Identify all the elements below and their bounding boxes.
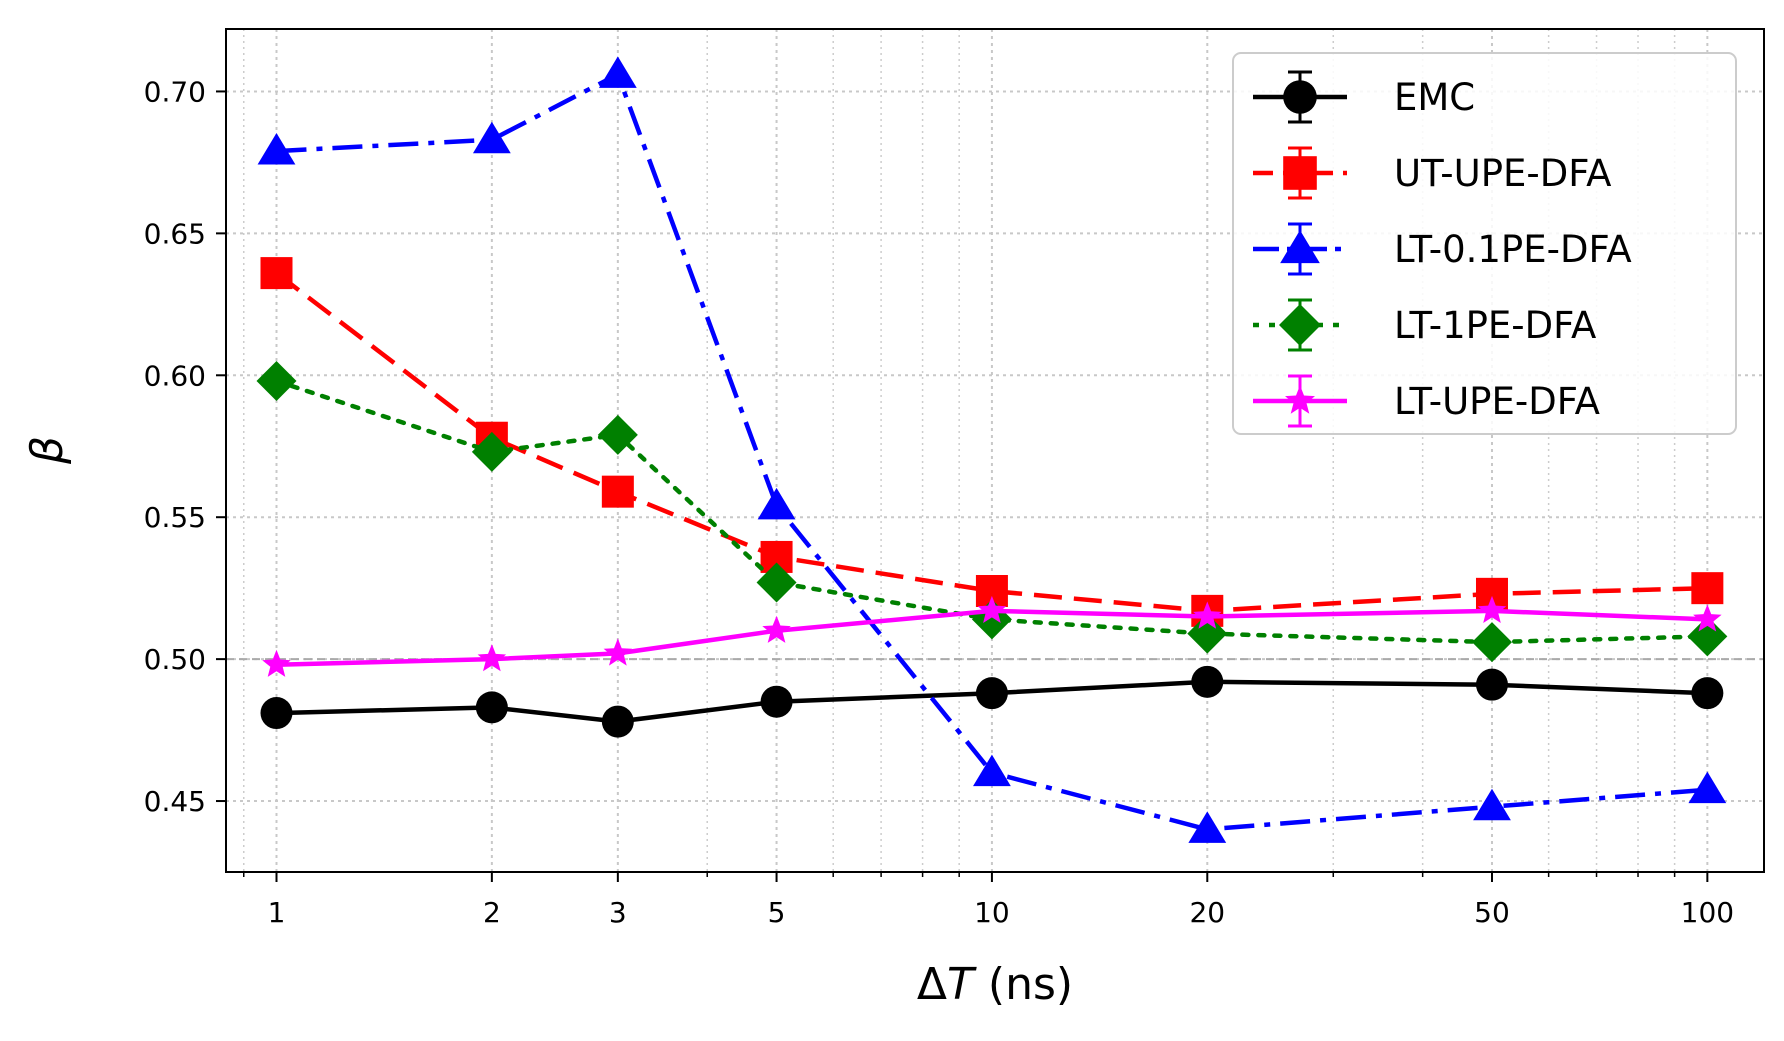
data-point-lt-0-1pe-dfa (1473, 788, 1511, 821)
data-point-lt-1pe-dfa (597, 414, 638, 455)
series-layer (256, 56, 1728, 843)
data-point-emc (975, 677, 1008, 710)
data-point-ut-upe-dfa (260, 257, 293, 290)
data-point-lt-0-1pe-dfa (973, 754, 1011, 787)
data-point-lt-1pe-dfa (756, 562, 797, 603)
y-axis-title: β (22, 436, 73, 465)
data-point-lt-0-1pe-dfa (472, 121, 511, 154)
data-point-lt-0-1pe-dfa (257, 133, 296, 165)
series-lt-1pe-dfa (256, 360, 1728, 663)
series-line-ut-upe-dfa (275, 271, 1708, 614)
legend-box (1232, 52, 1737, 435)
legend-marker-emc (1283, 80, 1317, 114)
x-axis-title-var: T (947, 959, 977, 1010)
data-point-lt-upe-dfa (603, 638, 633, 666)
legend-label-lt-0-1pe-dfa: LT-0.1PE-DFA (1394, 228, 1632, 271)
x-axis-title-suffix: (ns) (974, 959, 1073, 1010)
data-point-lt-upe-dfa (977, 595, 1007, 623)
data-point-lt-0-1pe-dfa (757, 487, 796, 520)
legend-marker-ut-upe-dfa (1283, 156, 1317, 190)
x-tick-label: 2 (483, 896, 501, 929)
plot-frame (225, 28, 1765, 873)
data-point-lt-0-1pe-dfa (598, 56, 637, 88)
data-point-emc (475, 691, 508, 724)
legend-label-lt-1pe-dfa: LT-1PE-DFA (1394, 304, 1596, 347)
x-tick-label: 20 (1189, 896, 1225, 929)
y-tick-label: 0.70 (144, 75, 206, 108)
legend-label-ut-upe-dfa: UT-UPE-DFA (1394, 152, 1611, 195)
data-point-lt-0-1pe-dfa (1188, 811, 1227, 843)
series-line-emc (276, 679, 1708, 724)
legend-item-lt-upe-dfa: LT-UPE-DFA (1253, 374, 1600, 428)
legend-label-emc: EMC (1394, 76, 1475, 119)
x-tick-label: 3 (609, 896, 627, 929)
series-lt-upe-dfa (262, 595, 1722, 677)
data-point-emc (1691, 677, 1724, 710)
x-tick-label: 50 (1474, 896, 1510, 929)
series-ut-upe-dfa (260, 257, 1724, 627)
data-point-ut-upe-dfa (1691, 572, 1724, 605)
data-point-lt-upe-dfa (1193, 601, 1222, 629)
legend-marker-lt-1pe-dfa (1279, 304, 1321, 346)
data-point-lt-upe-dfa (1477, 595, 1507, 623)
data-point-lt-1pe-dfa (1187, 613, 1228, 654)
data-point-emc (1191, 665, 1224, 698)
data-point-lt-1pe-dfa (1687, 616, 1728, 657)
legend-item-ut-upe-dfa: UT-UPE-DFA (1253, 146, 1611, 200)
data-point-lt-1pe-dfa (471, 431, 512, 472)
data-point-lt-upe-dfa (477, 644, 507, 672)
y-tick-label: 0.55 (144, 501, 206, 534)
legend-marker-lt-upe-dfa (1285, 385, 1315, 414)
axis-ticks: 1 2 3 5 10 20 50 100 0.45 0.50 0.55 0.60 0.65 0.70 (144, 75, 1734, 929)
x-axis-title-prefix: Δ (917, 959, 947, 1010)
series-line-lt-upe-dfa (276, 608, 1708, 668)
data-point-lt-1pe-dfa (256, 360, 297, 401)
legend-item-emc: EMC (1253, 70, 1475, 124)
series-emc (260, 665, 1724, 738)
legend-item-lt-0-1pe-dfa: LT-0.1PE-DFA (1253, 222, 1632, 276)
y-tick-label: 0.65 (144, 217, 206, 250)
data-point-emc (1475, 668, 1508, 701)
data-point-lt-1pe-dfa (1471, 622, 1512, 663)
series-line-lt-1pe-dfa (274, 378, 1710, 645)
legend: EMC UT-UPE-DFA LT-0.1PE-DFA LT-1PE-DFA LT-UP… (1232, 52, 1737, 435)
legend-label-lt-upe-dfa: LT-UPE-DFA (1394, 380, 1600, 423)
data-point-lt-upe-dfa (1693, 604, 1722, 632)
x-tick-label: 100 (1681, 896, 1734, 929)
data-point-emc (260, 697, 293, 730)
legend-marker-lt-0-1pe-dfa (1280, 230, 1320, 264)
legend-item-lt-1pe-dfa: LT-1PE-DFA (1253, 298, 1596, 352)
data-point-lt-0-1pe-dfa (1688, 771, 1727, 804)
y-tick-label: 0.50 (144, 643, 206, 676)
data-point-emc (601, 705, 634, 738)
x-tick-label: 5 (768, 896, 786, 929)
data-point-ut-upe-dfa (601, 475, 634, 508)
x-axis-title: ΔT (ns) (917, 959, 1073, 1010)
data-point-lt-upe-dfa (762, 615, 791, 643)
y-tick-label: 0.45 (144, 785, 206, 818)
series-lt-0-1pe-dfa (257, 56, 1727, 843)
series-line-lt-0-1pe-dfa (276, 72, 1708, 832)
data-point-lt-upe-dfa (262, 649, 291, 677)
data-point-emc (760, 685, 793, 718)
y-tick-label: 0.60 (144, 359, 206, 392)
x-tick-label: 1 (268, 896, 286, 929)
x-tick-label: 10 (974, 896, 1010, 929)
